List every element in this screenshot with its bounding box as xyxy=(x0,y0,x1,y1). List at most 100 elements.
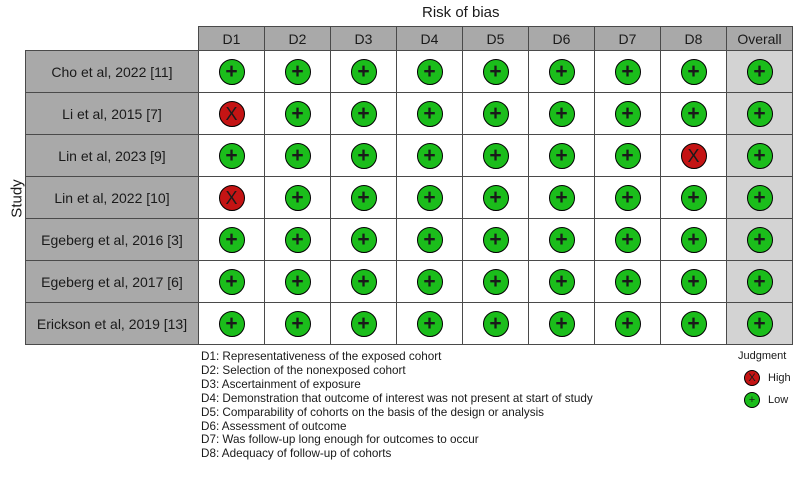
judgment-cell-d1: X xyxy=(198,176,265,219)
table-row: Lin et al, 2022 [10] X + + + + + + + + xyxy=(25,176,793,219)
low-risk-icon: + xyxy=(416,58,443,85)
high-risk-icon: X xyxy=(218,184,245,211)
judgment-cell-d6: + xyxy=(528,134,595,177)
low-risk-icon: + xyxy=(746,184,773,211)
study-rows: Cho et al, 2022 [11] + + + + + + + + + Li et al, 2… xyxy=(25,50,793,345)
low-risk-icon: + xyxy=(284,100,311,127)
low-risk-icon: + xyxy=(680,310,707,337)
low-risk-icon: + xyxy=(614,142,641,169)
low-risk-icon: + xyxy=(218,58,245,85)
judgment-cell-d3: + xyxy=(330,134,397,177)
judgment-cell-d6: + xyxy=(528,176,595,219)
judgment-cell-d7: + xyxy=(594,134,661,177)
low-risk-icon: + xyxy=(350,58,377,85)
column-header-d3: D3 xyxy=(330,26,397,51)
judgment-cell-d5: + xyxy=(462,218,529,261)
judgment-cell-d7: + xyxy=(594,92,661,135)
judgment-cell-d8: + xyxy=(660,302,727,345)
judgment-cell-d7: + xyxy=(594,218,661,261)
judgment-cell-overall: + xyxy=(726,302,793,345)
judgment-cell-d1: + xyxy=(198,134,265,177)
high-risk-icon: X xyxy=(218,100,245,127)
low-risk-icon: + xyxy=(416,268,443,295)
table-row: Erickson et al, 2019 [13] + + + + + + + + + xyxy=(25,302,793,345)
low-risk-icon: + xyxy=(482,268,509,295)
domain-legend-item: D7: Was follow-up long enough for outcom… xyxy=(201,433,479,447)
low-risk-icon: + xyxy=(548,100,575,127)
low-risk-icon: + xyxy=(614,226,641,253)
judgment-cell-d1: + xyxy=(198,50,265,93)
judgment-cell-d1: X xyxy=(198,92,265,135)
low-risk-icon: + xyxy=(614,100,641,127)
judgment-cell-overall: + xyxy=(726,176,793,219)
low-risk-icon: + xyxy=(746,310,773,337)
judgment-cell-d4: + xyxy=(396,218,463,261)
column-header-d1: D1 xyxy=(198,26,265,51)
judgment-cell-d1: + xyxy=(198,260,265,303)
domain-legend-item: D4: Demonstration that outcome of intere… xyxy=(201,391,593,405)
study-name: Li et al, 2015 [7] xyxy=(25,92,199,135)
judgment-cell-d6: + xyxy=(528,218,595,261)
low-risk-icon: + xyxy=(416,184,443,211)
domain-legend-item: D8: Adequacy of follow-up of cohorts xyxy=(201,447,392,461)
judgment-cell-d3: + xyxy=(330,92,397,135)
study-name: Lin et al, 2023 [9] xyxy=(25,134,199,177)
low-risk-icon: + xyxy=(218,142,245,169)
column-header-d2: D2 xyxy=(264,26,331,51)
judgment-legend-high-label: High xyxy=(768,372,791,384)
low-risk-icon: + xyxy=(482,142,509,169)
low-risk-icon: + xyxy=(284,58,311,85)
judgment-cell-d3: + xyxy=(330,176,397,219)
judgment-cell-d7: + xyxy=(594,50,661,93)
low-risk-icon: + xyxy=(614,310,641,337)
low-risk-icon: + xyxy=(746,226,773,253)
low-risk-icon: + xyxy=(680,100,707,127)
column-header-d6: D6 xyxy=(528,26,595,51)
judgment-cell-d8: + xyxy=(660,260,727,303)
judgment-cell-d3: + xyxy=(330,302,397,345)
column-header-overall: Overall xyxy=(726,26,793,51)
low-risk-icon: + xyxy=(548,142,575,169)
judgment-cell-d4: + xyxy=(396,134,463,177)
judgment-cell-d4: + xyxy=(396,260,463,303)
low-risk-icon: + xyxy=(482,58,509,85)
low-risk-icon: + xyxy=(548,268,575,295)
low-risk-icon: + xyxy=(284,310,311,337)
judgment-cell-d8: X xyxy=(660,134,727,177)
low-risk-icon: + xyxy=(614,268,641,295)
low-risk-icon: + xyxy=(350,100,377,127)
judgment-cell-d7: + xyxy=(594,302,661,345)
domain-legend-item: D1: Representativeness of the exposed co… xyxy=(201,350,442,363)
judgment-legend-high: X High xyxy=(744,370,791,386)
column-header-d4: D4 xyxy=(396,26,463,51)
low-risk-icon: + xyxy=(350,310,377,337)
study-name: Egeberg et al, 2016 [3] xyxy=(25,218,199,261)
column-header-d5: D5 xyxy=(462,26,529,51)
corner-cell xyxy=(25,26,199,51)
low-risk-icon: + xyxy=(746,58,773,85)
domain-legend: D1: Representativeness of the exposed co… xyxy=(201,350,593,461)
judgment-legend-low: + Low xyxy=(744,392,788,408)
low-risk-icon: + xyxy=(350,184,377,211)
domain-legend-item: D5: Comparability of cohorts on the basi… xyxy=(201,405,545,419)
judgment-cell-d5: + xyxy=(462,134,529,177)
judgment-cell-d4: + xyxy=(396,176,463,219)
low-risk-icon: + xyxy=(218,226,245,253)
low-risk-icon: + xyxy=(416,142,443,169)
header-row: D1 D2 D3 D4 D5 D6 D7 D8 Overall xyxy=(25,26,793,51)
judgment-cell-d6: + xyxy=(528,50,595,93)
low-risk-icon: + xyxy=(746,100,773,127)
low-risk-icon: + xyxy=(284,226,311,253)
judgment-cell-d1: + xyxy=(198,302,265,345)
judgment-cell-d5: + xyxy=(462,176,529,219)
judgment-cell-d3: + xyxy=(330,50,397,93)
domain-legend-item: D2: Selection of the nonexposed cohort xyxy=(201,363,406,377)
low-risk-icon: + xyxy=(416,100,443,127)
judgment-cell-overall: + xyxy=(726,92,793,135)
low-risk-icon: + xyxy=(284,268,311,295)
column-header-d7: D7 xyxy=(594,26,661,51)
judgment-cell-d7: + xyxy=(594,260,661,303)
domain-legend-item: D6: Assessment of outcome xyxy=(201,419,347,433)
low-risk-icon: + xyxy=(614,184,641,211)
high-risk-icon: X xyxy=(744,370,760,386)
